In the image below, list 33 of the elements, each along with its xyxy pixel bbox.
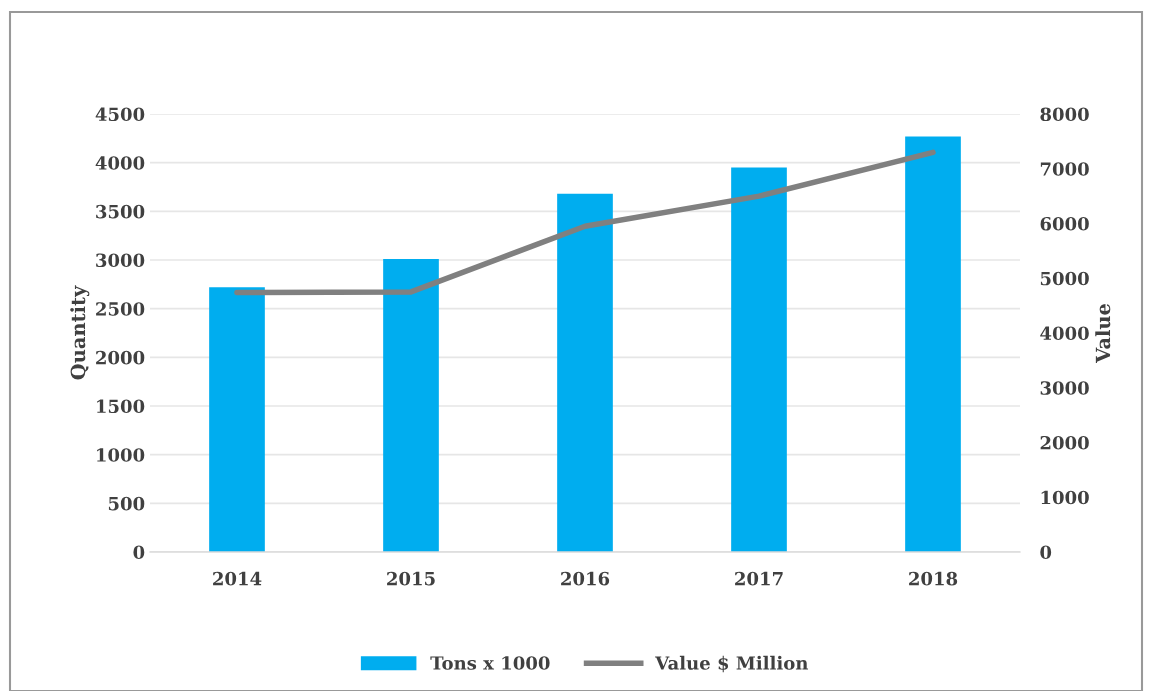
y-tick-label: 0 — [133, 545, 145, 560]
y2-axis-title: Value — [1095, 303, 1111, 364]
legend-label: Value $ Million — [655, 655, 809, 673]
bar — [731, 167, 787, 552]
y-tick-label: 2500 — [96, 302, 145, 316]
legend-label: Tons x 1000 — [430, 656, 550, 670]
x-tick-label: 2018 — [909, 571, 958, 586]
y2-tick-label: 4000 — [1040, 326, 1089, 341]
y-tick-label: 3000 — [96, 253, 145, 268]
bar — [383, 259, 439, 552]
bar — [209, 287, 265, 552]
y-tick-label: 1000 — [97, 448, 145, 462]
y-tick-label: 4500 — [95, 107, 145, 122]
x-tick-label: 2014 — [213, 571, 262, 586]
y-tick-label: 4000 — [95, 156, 145, 170]
y2-tick-label: 0 — [1040, 545, 1052, 560]
x-tick-label: 2017 — [735, 571, 783, 586]
y-tick-label: 2000 — [96, 350, 145, 365]
y-tick-label: 500 — [108, 496, 145, 511]
y-tick-label: 3500 — [96, 204, 145, 219]
x-tick-label: 2015 — [387, 571, 435, 586]
x-tick-label: 2016 — [561, 571, 610, 586]
y2-tick-label: 6000 — [1040, 216, 1089, 231]
y2-tick-label: 3000 — [1040, 381, 1089, 395]
y2-tick-label: 2000 — [1040, 435, 1089, 450]
y2-tick-label: 1000 — [1041, 490, 1089, 505]
y2-tick-label: 8000 — [1040, 107, 1089, 122]
y-axis-title: Quantity — [70, 285, 90, 380]
y2-tick-label: 5000 — [1040, 271, 1089, 286]
y-tick-label: 1500 — [97, 399, 145, 414]
bar — [557, 193, 613, 552]
y2-tick-label: 7000 — [1040, 162, 1089, 176]
bar — [905, 136, 961, 552]
